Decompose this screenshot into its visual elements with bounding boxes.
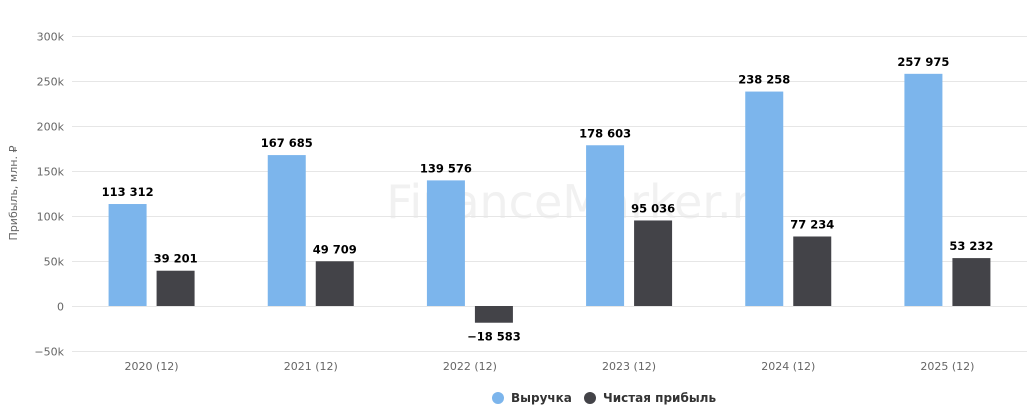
data-label: 139 576 (420, 161, 472, 175)
bar[interactable] (952, 258, 991, 306)
y-tick-label: 50k (44, 256, 65, 269)
data-label: −18 583 (467, 330, 521, 344)
y-axis: −50k 0 50k 100k 150k 200k 250k 300k (34, 31, 64, 359)
bar[interactable] (634, 220, 673, 306)
bar[interactable] (156, 270, 195, 306)
bar[interactable] (745, 91, 784, 306)
x-axis: 2020 (12) 2021 (12) 2022 (12) 2023 (12) 2024… (125, 360, 975, 373)
x-tick-label: 2022 (12) (443, 360, 497, 373)
data-label: 39 201 (154, 252, 198, 266)
bar[interactable] (426, 180, 465, 306)
y-tick-label: 0 (57, 301, 64, 314)
y-tick-label: 100k (37, 211, 65, 224)
data-label: 238 258 (738, 73, 790, 87)
bar[interactable] (267, 155, 306, 306)
data-label: 95 036 (631, 201, 675, 215)
data-label: 178 603 (579, 126, 631, 140)
bar[interactable] (108, 204, 147, 306)
bar[interactable] (474, 306, 513, 323)
x-tick-label: 2021 (12) (284, 360, 338, 373)
y-tick-label: 250k (37, 76, 65, 89)
data-labels: 113 312 39 201 167 685 49 709 139 576 −18 583… (102, 55, 994, 344)
data-label: 167 685 (261, 136, 313, 150)
x-tick-label: 2025 (12) (920, 360, 974, 373)
legend-marker[interactable] (584, 392, 596, 404)
bar[interactable] (793, 236, 832, 306)
y-tick-label: 300k (37, 31, 65, 44)
bars (108, 73, 991, 323)
y-tick-label: −50k (34, 346, 64, 359)
bar[interactable] (904, 73, 943, 306)
legend[interactable]: Выручка Чистая прибыль (492, 391, 716, 405)
bar[interactable] (586, 145, 625, 306)
legend-label[interactable]: Выручка (511, 391, 572, 405)
data-label: 113 312 (102, 185, 154, 199)
y-axis-title: Прибыль, млн. ₽ (7, 146, 20, 241)
data-label: 77 234 (790, 217, 834, 231)
x-tick-label: 2020 (12) (125, 360, 179, 373)
y-tick-label: 150k (37, 166, 65, 179)
data-label: 257 975 (897, 55, 949, 69)
bar[interactable] (315, 261, 354, 306)
legend-label[interactable]: Чистая прибыль (603, 391, 716, 405)
y-tick-label: 200k (37, 121, 65, 134)
x-tick-label: 2024 (12) (761, 360, 815, 373)
data-label: 53 232 (949, 239, 993, 253)
x-tick-label: 2023 (12) (602, 360, 656, 373)
data-label: 49 709 (313, 242, 357, 256)
legend-marker[interactable] (492, 392, 504, 404)
grid (72, 36, 1027, 352)
